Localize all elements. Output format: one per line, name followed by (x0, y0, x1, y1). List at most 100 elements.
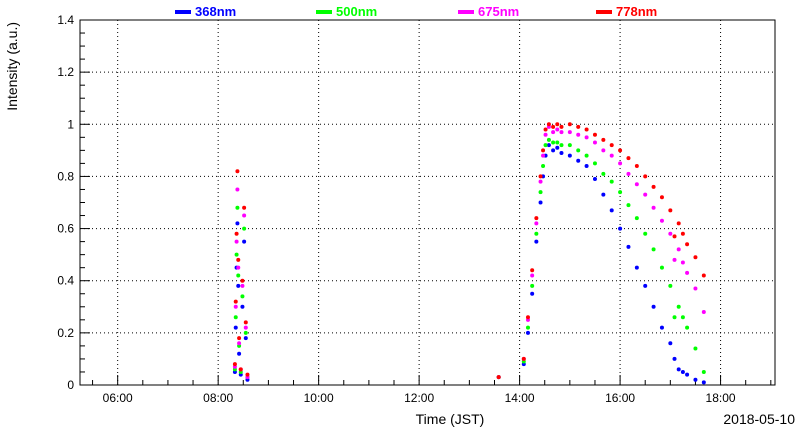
data-point (634, 265, 639, 270)
data-point (618, 226, 623, 231)
data-point (680, 260, 685, 265)
x-tick-label: 06:00 (103, 391, 133, 405)
data-point (236, 257, 241, 262)
date-label: 2018-05-10 (723, 411, 795, 427)
data-point (672, 315, 677, 320)
data-point (659, 265, 664, 270)
data-point (668, 283, 673, 288)
data-point (626, 244, 631, 249)
axis-ticks: 06:00 08:00 10:00 12:00 14:00 16:00 18:00 0 0.2 0… (57, 13, 772, 405)
series-778nm (232, 122, 706, 380)
data-point (546, 122, 551, 127)
data-point (659, 195, 664, 200)
data-point (584, 153, 589, 158)
x-tick-label: 12:00 (404, 391, 434, 405)
grid (80, 20, 775, 385)
data-point (546, 137, 551, 142)
data-point (546, 143, 551, 148)
legend-label: 500nm (336, 4, 377, 19)
data-point (538, 200, 543, 205)
data-point (240, 278, 245, 283)
data-point (538, 179, 543, 184)
data-point (233, 304, 238, 309)
data-point (534, 231, 539, 236)
data-point (601, 171, 606, 176)
data-point (530, 291, 535, 296)
data-point (235, 205, 240, 210)
data-point (601, 192, 606, 197)
data-point (521, 356, 526, 361)
data-point (668, 208, 673, 213)
data-point (592, 161, 597, 166)
y-tick-label: 1 (67, 117, 74, 131)
data-point (551, 124, 556, 129)
data-point (538, 190, 543, 195)
data-point (576, 132, 581, 137)
data-point (634, 182, 639, 187)
data-point (701, 310, 706, 314)
y-tick-label: 0.2 (57, 326, 74, 340)
data-point (534, 239, 539, 244)
x-tick-label: 14:00 (505, 391, 535, 405)
data-point (567, 143, 572, 148)
data-point (685, 372, 690, 377)
data-point (237, 341, 242, 346)
data-point (234, 239, 239, 244)
data-point (618, 161, 623, 166)
y-tick-label: 1.2 (57, 65, 74, 79)
data-point (534, 221, 539, 226)
data-point (240, 283, 245, 288)
data-point (701, 273, 706, 278)
data-point (609, 179, 614, 184)
x-tick-label: 10:00 (304, 391, 334, 405)
data-point (676, 221, 681, 226)
data-point (242, 213, 247, 218)
data-point (555, 127, 560, 132)
data-point (680, 315, 685, 320)
data-point (242, 205, 247, 210)
data-point (243, 330, 248, 335)
data-point (496, 375, 501, 380)
data-point (601, 137, 606, 142)
x-tick-label: 08:00 (203, 391, 233, 405)
data-point (701, 380, 706, 385)
data-point (567, 153, 572, 158)
data-point (693, 286, 698, 291)
data-point (701, 369, 706, 374)
data-point (233, 315, 238, 320)
data-point (525, 315, 530, 320)
data-point (626, 171, 631, 176)
data-point (555, 145, 560, 150)
data-point (601, 148, 606, 153)
x-axis-title: Time (JST) (416, 411, 485, 427)
data-point (643, 231, 648, 236)
data-point (626, 156, 631, 161)
data-point (592, 132, 597, 137)
data-point (668, 341, 673, 346)
data-point (233, 325, 238, 330)
data-point (538, 174, 543, 179)
data-point (609, 143, 614, 148)
data-point (559, 130, 564, 135)
data-point (555, 122, 560, 127)
data-point (242, 226, 247, 231)
data-point (233, 299, 238, 304)
data-point (559, 150, 564, 155)
data-point (555, 140, 560, 145)
data-point (693, 377, 698, 382)
data-point (530, 273, 535, 278)
data-point (643, 192, 648, 197)
data-point (651, 184, 656, 189)
data-point (530, 283, 535, 288)
legend-label: 778nm (616, 4, 657, 19)
data-point (618, 190, 623, 195)
data-point (245, 372, 250, 377)
data-point (232, 362, 237, 367)
data-point (240, 304, 245, 309)
plot-area (79, 19, 776, 386)
data-point (634, 216, 639, 221)
data-point (237, 336, 242, 341)
data-point (243, 325, 248, 330)
data-point (659, 218, 664, 223)
